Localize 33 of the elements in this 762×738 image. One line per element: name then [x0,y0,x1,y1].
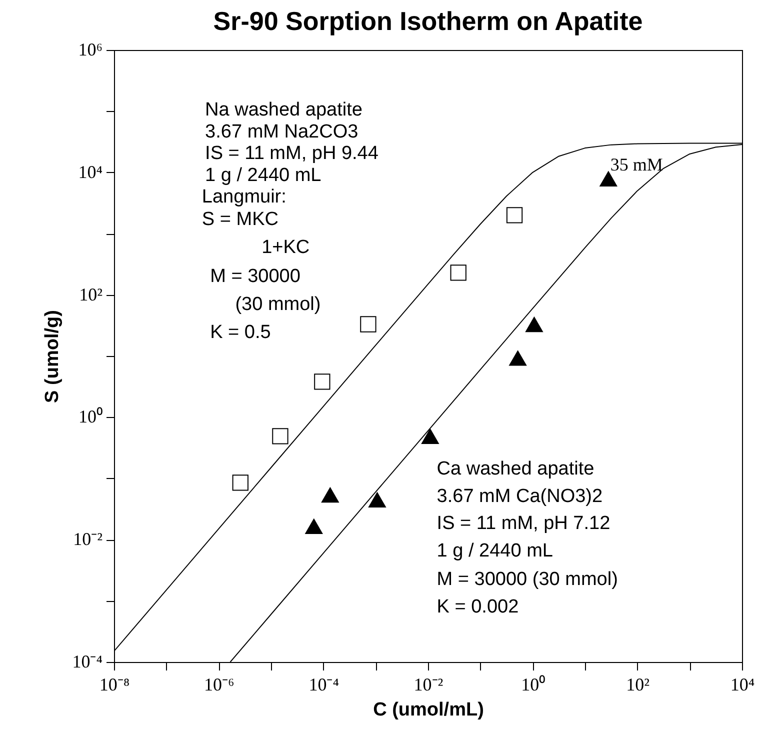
x-tick-label: 10⁰ [521,674,546,694]
annotation: 1 g / 2440 mL [436,540,553,562]
annotation: K = 0.002 [436,596,519,618]
annotation: 1+KC [262,237,310,258]
annotation: Na washed apatite [205,99,362,120]
y-axis-title: S (umol/g) [42,310,64,403]
annotation: M = 30000 [210,266,300,287]
x-tick-label: 10⁻⁴ [308,674,339,694]
annotation: IS = 11 mM, pH 7.12 [436,513,610,534]
annotation: 35 mM [610,154,663,175]
x-axis-title: C (umol/mL) [373,700,484,720]
y-tick-label: 10⁶ [78,40,102,60]
annotation: 3.67 mM Na2CO3 [205,121,358,142]
x-tick-label: 10⁻² [414,674,444,694]
annotation: S = MKC [202,208,278,230]
x-tick-label: 10⁻⁸ [99,674,130,694]
x-tick-label: 10⁻⁶ [204,674,234,694]
x-tick-label: 10⁴ [730,674,755,694]
y-tick-label: 10⁻² [73,529,102,550]
y-tick-label: 10⁻⁴ [72,652,102,672]
y-tick-label: 10² [79,284,102,304]
x-tick-label: 10² [626,674,650,694]
annotation: K = 0.5 [210,322,271,344]
chart-title: Sr-90 Sorption Isotherm on Apatite [213,6,643,36]
annotation: 1 g / 2440 mL [205,164,322,186]
annotation: IS = 11 mM, pH 9.44 [205,142,379,164]
annotation: M = 30000 (30 mmol) [436,568,618,590]
annotation: 3.67 mM Ca(NO3)2 [436,486,603,508]
annotation: Langmuir: [202,186,286,208]
y-tick-label: 10⁰ [78,406,102,427]
y-tick-label: 10⁴ [78,162,102,182]
annotation: Ca washed apatite [436,458,594,480]
annotation: (30 mmol) [235,294,321,315]
